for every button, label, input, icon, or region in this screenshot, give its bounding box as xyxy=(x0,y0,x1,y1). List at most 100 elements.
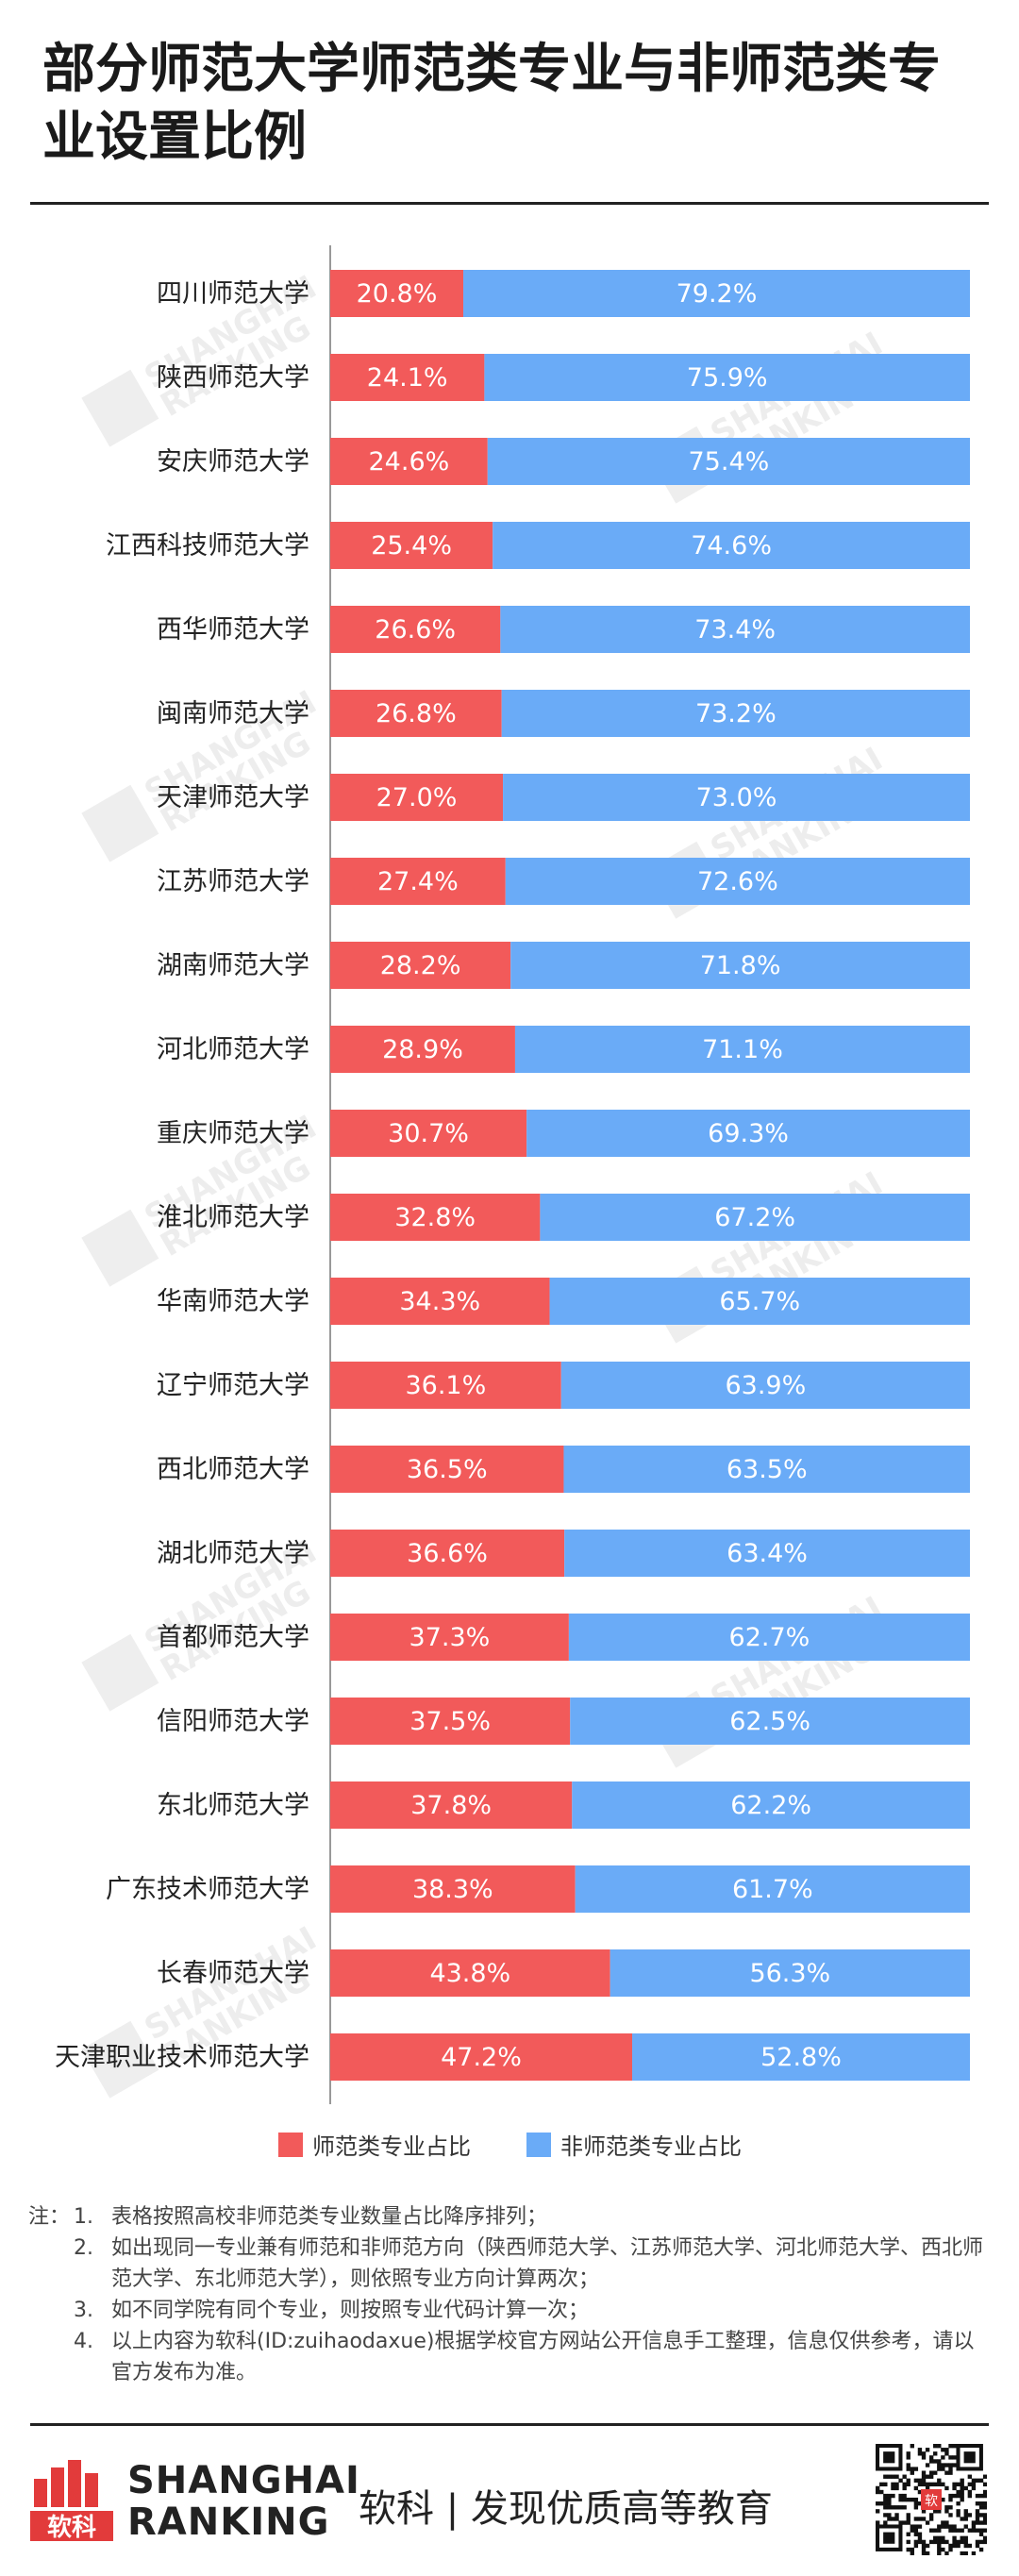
data-label-teacher: 36.1% xyxy=(405,1371,486,1400)
bar-teacher xyxy=(330,354,485,401)
data-label-non-teacher: 75.9% xyxy=(687,363,768,393)
category-label: 长春师范大学 xyxy=(157,1959,309,1988)
note-item: 3. 如不同学院有同个专业，则按照专业代码计算一次； xyxy=(28,2295,991,2326)
note-item: 注： 1. 表格按照高校非师范类专业数量占比降序排列； xyxy=(28,2201,991,2233)
bar-non-teacher xyxy=(463,270,970,317)
bar-teacher xyxy=(330,1278,550,1325)
category-label: 湖南师范大学 xyxy=(157,951,309,980)
data-label-non-teacher: 65.7% xyxy=(719,1287,800,1316)
data-label-non-teacher: 73.2% xyxy=(695,699,777,728)
category-label: 西华师范大学 xyxy=(157,615,309,644)
category-label: 辽宁师范大学 xyxy=(157,1371,309,1400)
data-label-non-teacher: 63.9% xyxy=(725,1371,806,1400)
data-label-teacher: 25.4% xyxy=(371,531,452,560)
note-number: 3. xyxy=(74,2299,93,2322)
data-label-teacher: 32.8% xyxy=(394,1203,476,1232)
category-label: 天津职业技术师范大学 xyxy=(55,2043,309,2072)
bar-teacher xyxy=(330,1949,610,1997)
bar-non-teacher xyxy=(501,690,970,737)
data-label-teacher: 34.3% xyxy=(399,1287,480,1316)
data-label-non-teacher: 63.5% xyxy=(727,1455,808,1484)
bar-non-teacher xyxy=(493,522,970,569)
note-number: 4. xyxy=(74,2330,93,2353)
bar-teacher xyxy=(330,438,488,485)
data-label-teacher: 28.9% xyxy=(382,1035,463,1064)
bar-non-teacher xyxy=(570,1698,970,1745)
data-label-teacher: 37.3% xyxy=(409,1623,491,1652)
legend-label-non-teacher: 非师范类专业占比 xyxy=(560,2133,742,2160)
data-label-teacher: 47.2% xyxy=(441,2043,522,2072)
category-label: 淮北师范大学 xyxy=(157,1203,309,1232)
data-label-non-teacher: 69.3% xyxy=(708,1119,789,1148)
legend-item-non-teacher: 非师范类专业占比 xyxy=(526,2128,742,2161)
data-label-non-teacher: 56.3% xyxy=(749,1959,830,1988)
bar-non-teacher xyxy=(526,1110,970,1157)
bar-non-teacher xyxy=(484,354,970,401)
notes-prefix: 注： xyxy=(28,2205,71,2229)
data-label-non-teacher: 62.7% xyxy=(729,1623,810,1652)
data-label-non-teacher: 52.8% xyxy=(760,2043,842,2072)
legend-label-teacher: 师范类专业占比 xyxy=(312,2133,471,2160)
note-number: 2. xyxy=(74,2236,93,2260)
bar-non-teacher xyxy=(564,1530,970,1577)
data-label-teacher: 24.1% xyxy=(367,363,448,393)
category-label: 天津师范大学 xyxy=(157,783,309,812)
qr-code-icon[interactable]: 软 xyxy=(876,2444,987,2555)
data-label-non-teacher: 75.4% xyxy=(689,447,770,477)
logo-text: 软科 xyxy=(47,2514,96,2541)
bar-teacher xyxy=(330,942,511,989)
data-label-non-teacher: 74.6% xyxy=(691,531,772,560)
data-label-teacher: 37.8% xyxy=(410,1791,492,1820)
data-label-non-teacher: 67.2% xyxy=(714,1203,795,1232)
bar-teacher xyxy=(330,522,493,569)
legend-swatch-teacher xyxy=(278,2132,303,2157)
bar-non-teacher xyxy=(560,1362,970,1409)
category-label: 信阳师范大学 xyxy=(157,1707,309,1736)
note-text: 如出现同一专业兼有师范和非师范方向（陕西师范大学、江苏师范大学、河北师范大学、西… xyxy=(111,2236,984,2291)
footer: 软科 SHANGHAI RANKING 软科 | 发现优质高等教育 软 xyxy=(0,2434,1019,2576)
data-label-teacher: 30.7% xyxy=(388,1119,469,1148)
category-label: 安庆师范大学 xyxy=(157,447,309,477)
bar-teacher xyxy=(330,1362,561,1409)
bar-non-teacher xyxy=(632,2033,970,2081)
data-label-non-teacher: 62.2% xyxy=(730,1791,811,1820)
footer-divider xyxy=(30,2423,989,2426)
data-label-teacher: 20.8% xyxy=(357,279,438,309)
data-label-non-teacher: 71.1% xyxy=(702,1035,783,1064)
data-label-teacher: 27.0% xyxy=(376,783,458,812)
title-divider xyxy=(30,202,989,205)
qr-badge-text: 软 xyxy=(925,2494,938,2509)
category-label: 江苏师范大学 xyxy=(157,867,309,896)
brand-name-line2: RANKING xyxy=(127,2501,330,2544)
data-label-teacher: 24.6% xyxy=(369,447,450,477)
note-number: 1. xyxy=(74,2205,93,2229)
category-label: 广东技术师范大学 xyxy=(106,1875,309,1904)
bar-non-teacher xyxy=(572,1781,970,1829)
data-label-non-teacher: 61.7% xyxy=(732,1875,813,1904)
bar-teacher xyxy=(330,1194,541,1241)
bar-non-teacher xyxy=(575,1865,970,1913)
bar-non-teacher xyxy=(514,1026,970,1073)
legend: 师范类专业占比 非师范类专业占比 xyxy=(0,2128,1019,2166)
data-label-non-teacher: 73.4% xyxy=(694,615,776,644)
data-label-teacher: 36.5% xyxy=(407,1455,488,1484)
notes: 注： 1. 表格按照高校非师范类专业数量占比降序排列； 2. 如出现同一专业兼有… xyxy=(28,2201,991,2388)
bar-teacher xyxy=(330,1614,569,1661)
data-label-non-teacher: 73.0% xyxy=(696,783,777,812)
bar-teacher xyxy=(330,606,501,653)
bar-teacher xyxy=(330,1530,565,1577)
bars-layer: 四川师范大学 20.8% 79.2% 陕西师范大学 24.1% 75.9% 安庆师范大学 24… xyxy=(55,270,970,2081)
category-label: 江西科技师范大学 xyxy=(106,531,309,560)
note-text: 如不同学院有同个专业，则按照专业代码计算一次； xyxy=(111,2299,590,2322)
legend-item-teacher: 师范类专业占比 xyxy=(278,2128,471,2161)
category-label: 华南师范大学 xyxy=(157,1287,309,1316)
note-text: 表格按照高校非师范类专业数量占比降序排列； xyxy=(111,2205,548,2229)
bar-teacher xyxy=(330,1781,573,1829)
data-label-non-teacher: 63.4% xyxy=(727,1539,808,1568)
bar-teacher xyxy=(330,1446,564,1493)
note-item: 2. 如出现同一专业兼有师范和非师范方向（陕西师范大学、江苏师范大学、河北师范大… xyxy=(28,2233,991,2295)
bar-non-teacher xyxy=(487,438,970,485)
